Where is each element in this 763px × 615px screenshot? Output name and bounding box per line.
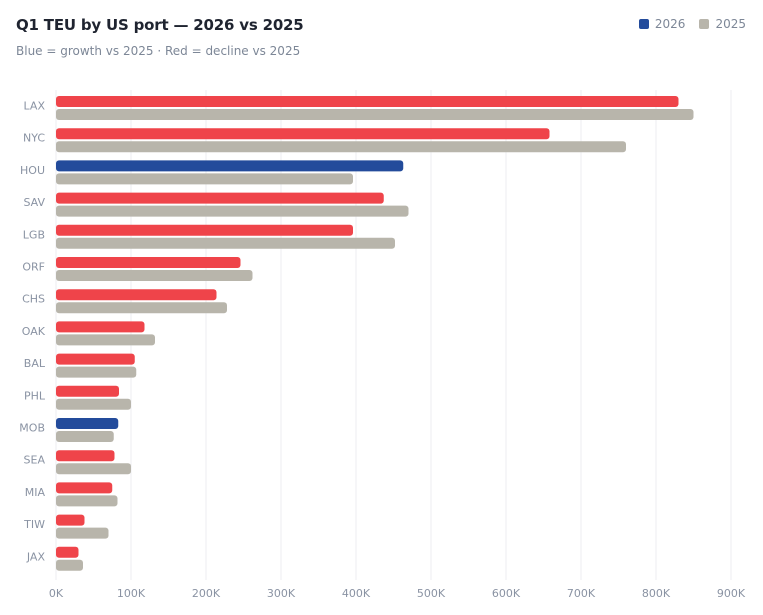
x-tick-label: 300K xyxy=(267,587,296,600)
bar-2025 xyxy=(56,205,409,217)
bar-2025 xyxy=(56,398,131,410)
y-tick-label: LGB xyxy=(23,228,45,241)
y-tick-label: CHS xyxy=(22,293,45,306)
legend-item-2026: 2026 xyxy=(638,17,686,31)
bar-2025 xyxy=(56,559,83,571)
bar-2026 xyxy=(56,514,85,526)
bar-2026 xyxy=(56,128,550,140)
legend-label-2025: 2025 xyxy=(715,17,746,31)
y-tick-label: LAX xyxy=(24,100,46,113)
legend-swatch-2026 xyxy=(638,19,649,29)
x-tick-label: 900K xyxy=(717,587,746,600)
y-tick-label: BAL xyxy=(24,357,46,370)
x-tick-label: 800K xyxy=(642,587,671,600)
y-tick-label: TIW xyxy=(23,518,45,531)
legend-label-2026: 2026 xyxy=(654,17,686,31)
bar-2026 xyxy=(56,192,384,204)
x-tick-label: 0K xyxy=(49,587,64,600)
bar-2026 xyxy=(56,450,115,462)
y-tick-label: HOU xyxy=(20,164,45,177)
y-tick-label: JAX xyxy=(26,550,46,563)
y-tick-label: ORF xyxy=(22,261,45,274)
bar-2026 xyxy=(56,96,679,107)
bar-2025 xyxy=(56,366,137,378)
bar-2026 xyxy=(56,418,119,429)
x-tick-label: 700K xyxy=(567,587,596,600)
y-tick-label: SAV xyxy=(23,196,45,209)
y-tick-label: PHL xyxy=(24,389,46,402)
x-tick-label: 400K xyxy=(342,587,371,600)
bar-2025 xyxy=(56,237,395,249)
bar-2026 xyxy=(56,224,353,236)
x-tick-label: 200K xyxy=(192,587,221,600)
y-tick-label: MIA xyxy=(25,486,46,499)
chart-title: Q1 TEU by US port — 2026 vs 2025 xyxy=(16,16,304,34)
bar-2026 xyxy=(56,385,119,397)
y-tick-label: NYC xyxy=(23,132,45,145)
y-tick-label: OAK xyxy=(22,325,46,338)
bar-2026 xyxy=(56,160,404,172)
legend-item-2025: 2025 xyxy=(699,17,746,31)
y-tick-label: SEA xyxy=(24,454,46,467)
bar-2025 xyxy=(56,495,118,507)
y-tick-label: MOB xyxy=(19,422,45,435)
bar-2026 xyxy=(56,289,217,301)
bar-2026 xyxy=(56,546,79,558)
bar-2026 xyxy=(56,321,145,333)
bar-2026 xyxy=(56,353,135,365)
chart-legend: 2026 2025 xyxy=(638,17,746,31)
bar-2025 xyxy=(56,270,253,281)
x-tick-label: 100K xyxy=(117,587,146,600)
bar-2025 xyxy=(56,527,109,539)
legend-swatch-2025 xyxy=(699,19,710,29)
bar-2025 xyxy=(56,173,353,185)
bar-2025 xyxy=(56,463,131,475)
bar-2025 xyxy=(56,431,114,442)
bar-2026 xyxy=(56,257,241,268)
chart-subtitle: Blue = growth vs 2025 · Red = decline vs… xyxy=(16,44,301,58)
x-tick-label: 500K xyxy=(417,587,446,600)
bar-2025 xyxy=(56,334,155,346)
bar-2025 xyxy=(56,109,694,120)
bar-2025 xyxy=(56,141,626,153)
bar-2026 xyxy=(56,482,113,494)
bar-2025 xyxy=(56,302,227,314)
x-tick-label: 600K xyxy=(492,587,521,600)
